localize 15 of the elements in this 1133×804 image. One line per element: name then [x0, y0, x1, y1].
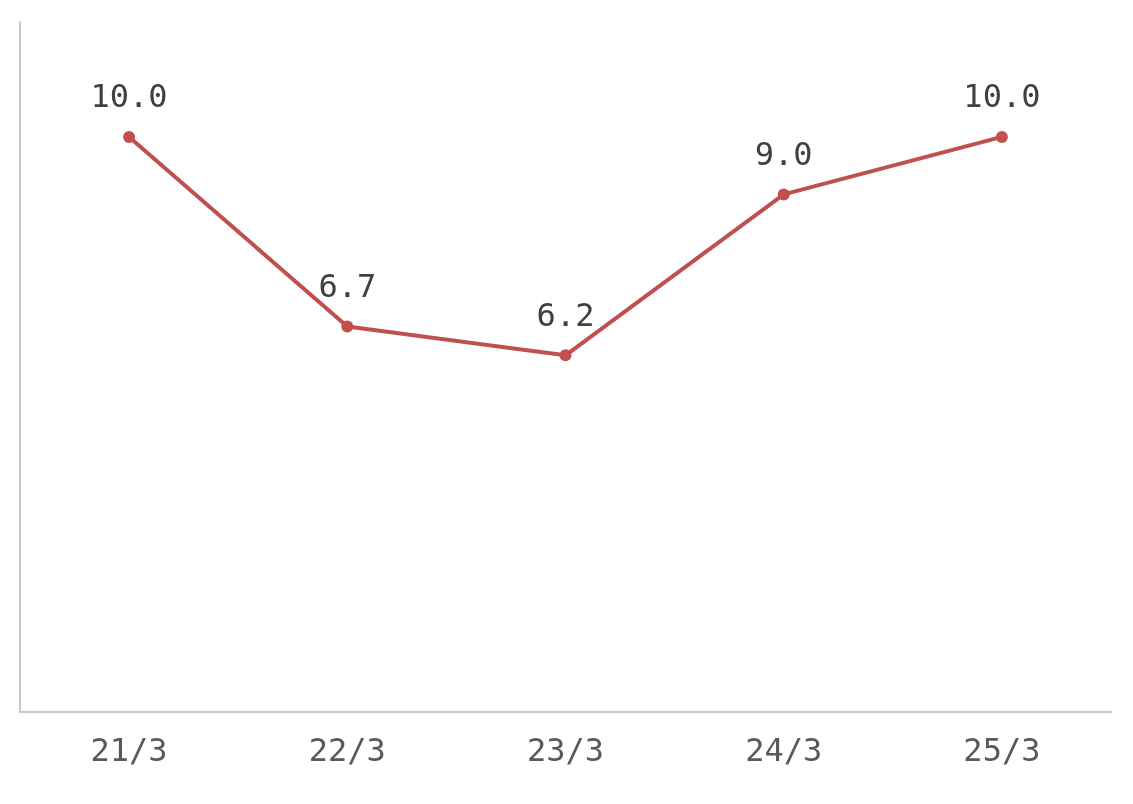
data-label: 6.7: [318, 266, 377, 305]
x-tick-label: 23/3: [526, 731, 605, 770]
data-label: 10.0: [90, 77, 168, 116]
data-label: 10.0: [963, 77, 1041, 116]
x-tick-label: 21/3: [90, 731, 168, 770]
x-tick-label: 22/3: [308, 731, 386, 770]
data-label: 6.2: [536, 295, 595, 334]
x-tick-label: 24/3: [745, 731, 823, 770]
data-label: 9.0: [754, 134, 813, 173]
point: [559, 349, 572, 362]
point: [341, 320, 354, 333]
point: [123, 130, 136, 143]
x-tick-label: 25/3: [963, 731, 1041, 770]
point: [995, 130, 1008, 143]
point: [777, 188, 790, 201]
